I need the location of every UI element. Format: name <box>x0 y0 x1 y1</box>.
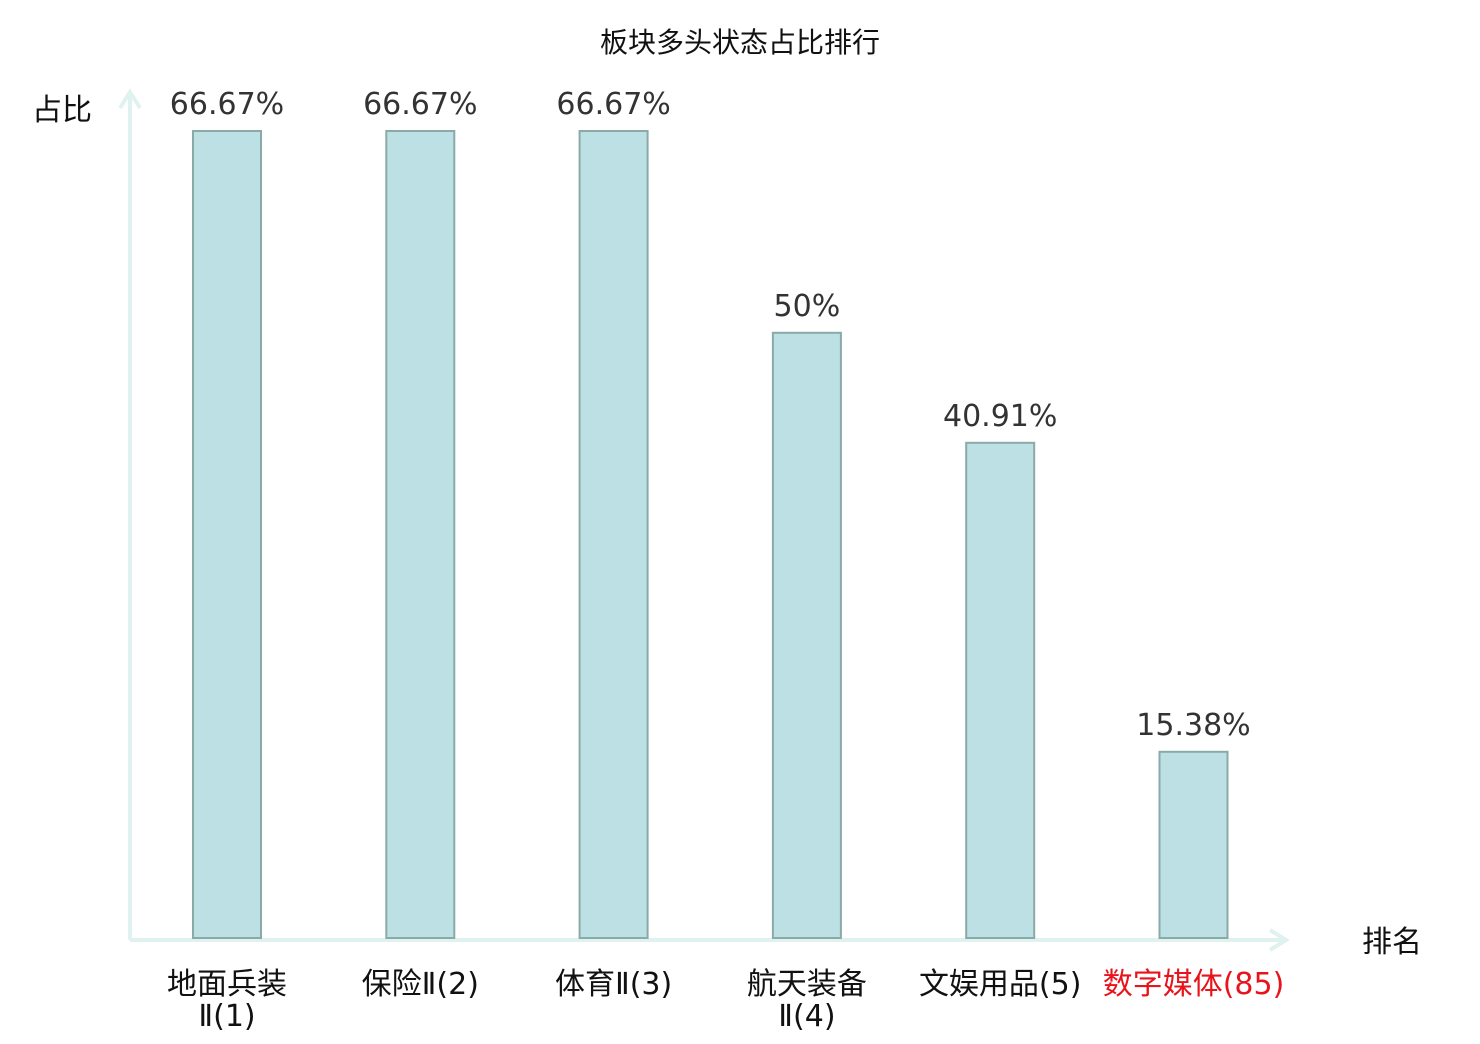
x-axis-label: 排名 <box>1362 925 1422 960</box>
bar-6 <box>1158 750 1229 939</box>
value-label-1: 66.67% <box>170 87 284 122</box>
bar-2 <box>385 130 456 939</box>
value-label-4: 50% <box>774 289 841 324</box>
category-label-3: 体育Ⅱ(3) <box>555 967 672 1002</box>
bar-4 <box>771 331 842 939</box>
category-label-1: 地面兵装 <box>167 967 287 1002</box>
category-label-4: 航天装备 <box>747 967 867 1002</box>
value-label-3: 66.67% <box>556 87 670 122</box>
bar-3 <box>578 130 649 939</box>
category-label-5: 文娱用品(5) <box>919 967 1082 1002</box>
chart-title: 板块多头状态占比排行 <box>600 26 880 59</box>
category-label-1-line2: Ⅱ(1) <box>198 999 255 1034</box>
category-label-6: 数字媒体(85) <box>1103 967 1285 1002</box>
bar-1 <box>192 130 262 939</box>
y-axis-arrow <box>118 88 142 110</box>
bars-group <box>192 130 1229 939</box>
value-label-6: 15.38% <box>1136 708 1250 743</box>
category-label-4-line2: Ⅱ(4) <box>778 999 835 1034</box>
category-label-2: 保险Ⅱ(2) <box>362 967 479 1002</box>
value-labels-group: 66.67% 66.67% 66.67% 50% 40.91% 15.38% <box>170 87 1251 743</box>
bar-5 <box>965 441 1036 939</box>
value-label-2: 66.67% <box>363 87 477 122</box>
value-label-5: 40.91% <box>943 399 1057 434</box>
y-axis-label: 占比 <box>32 93 92 128</box>
x-axis-arrow <box>1268 928 1290 952</box>
